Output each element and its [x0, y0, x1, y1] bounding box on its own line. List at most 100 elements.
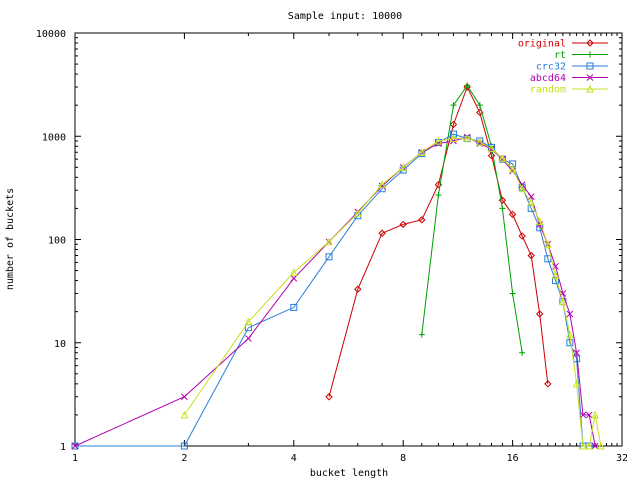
data-point-random — [498, 154, 507, 162]
data-point-abcd64 — [573, 349, 580, 357]
legend-marker-random — [586, 84, 594, 93]
series-original — [325, 83, 552, 401]
data-point-rt — [418, 331, 425, 338]
data-point-original — [354, 285, 362, 293]
data-point-rt — [464, 82, 471, 89]
legend-label-abcd64: abcd64 — [530, 73, 566, 84]
data-point-random — [434, 136, 443, 145]
data-point-original — [399, 220, 407, 229]
data-point-original — [536, 310, 544, 318]
data-point-random — [597, 441, 605, 450]
data-point-random — [566, 330, 574, 339]
data-point-random — [527, 198, 535, 206]
data-point-random — [378, 180, 386, 189]
x-tick-label: 8 — [400, 453, 406, 464]
series-layer — [71, 82, 605, 450]
data-point-abcd64 — [579, 411, 587, 419]
data-point-random — [518, 184, 526, 193]
data-point-abcd64 — [591, 442, 599, 450]
data-point-random — [572, 379, 581, 388]
data-point-random — [591, 410, 599, 419]
data-point-rt — [519, 349, 526, 356]
legend-label-crc32: crc32 — [536, 62, 566, 73]
series-line-random — [183, 137, 602, 447]
data-point-crc32 — [290, 303, 298, 311]
data-point-rt — [435, 191, 442, 198]
data-point-rt — [476, 102, 483, 109]
data-point-crc32 — [449, 130, 457, 138]
series-line-rt — [421, 84, 523, 353]
y-axis: 1 10 100 1000 10000 — [36, 29, 622, 453]
legend-label-random: random — [530, 85, 566, 96]
x-tick-label: 4 — [291, 453, 297, 464]
x-tick-label: 16 — [507, 453, 519, 464]
data-point-crc32 — [418, 150, 426, 158]
data-point-random — [535, 217, 544, 225]
data-point-random — [417, 148, 426, 156]
data-point-abcd64 — [181, 393, 188, 401]
data-point-random — [399, 163, 408, 171]
data-point-crc32 — [325, 253, 333, 261]
data-point-crc32 — [544, 255, 552, 263]
data-point-abcd64 — [290, 275, 298, 282]
data-point-original — [508, 210, 517, 219]
y-tick-label: 100 — [48, 236, 66, 247]
data-point-abcd64 — [585, 411, 593, 419]
legend-marker-crc32 — [586, 62, 594, 70]
data-point-original — [418, 216, 426, 224]
y-tick-label: 10 — [54, 339, 66, 350]
x-tick-label: 2 — [181, 453, 187, 464]
y-tick-label: 10000 — [36, 29, 66, 40]
data-point-crc32 — [180, 442, 188, 450]
data-point-rt — [450, 102, 457, 109]
data-point-random — [325, 237, 333, 246]
y-tick-label: 1000 — [42, 132, 66, 143]
data-point-crc32 — [552, 277, 560, 285]
data-point-abcd64 — [71, 442, 79, 450]
data-point-random — [585, 441, 594, 450]
x-tick-label: 1 — [72, 453, 78, 464]
data-point-random — [487, 144, 496, 153]
data-point-original — [378, 229, 386, 237]
legend-marker-abcd64 — [586, 74, 594, 81]
series-rt — [418, 82, 526, 356]
data-point-original — [518, 232, 526, 240]
data-point-original — [487, 151, 496, 160]
data-point-random — [463, 133, 472, 142]
data-point-original — [527, 251, 535, 260]
data-point-random — [449, 134, 458, 143]
data-point-random — [508, 165, 517, 173]
legend-marker-rt — [587, 51, 593, 58]
data-point-abcd64 — [518, 181, 526, 188]
data-point-rt — [499, 205, 506, 212]
data-point-rt — [509, 290, 516, 297]
data-point-random — [476, 137, 484, 146]
data-point-original — [544, 380, 552, 388]
y-axis-label: number of buckets — [5, 188, 16, 290]
data-point-random — [544, 240, 552, 248]
data-point-crc32 — [71, 442, 79, 450]
data-point-abcd64 — [245, 335, 252, 342]
series-crc32 — [71, 130, 593, 450]
data-point-abcd64 — [566, 310, 574, 318]
data-point-random — [353, 209, 362, 217]
y-tick-label: 1 — [60, 442, 66, 453]
legend-marker-original — [586, 39, 594, 47]
data-point-random — [551, 271, 560, 279]
data-point-random — [289, 268, 298, 276]
data-point-crc32 — [566, 339, 574, 347]
data-point-original — [325, 393, 333, 401]
x-axis-label: bucket length — [310, 468, 388, 479]
data-point-random — [244, 317, 253, 326]
series-line-original — [328, 85, 549, 397]
series-line-abcd64 — [74, 136, 596, 447]
legend-label-original: original — [518, 39, 566, 50]
data-point-random — [180, 410, 189, 419]
data-point-original — [449, 120, 458, 129]
data-point-random — [559, 297, 567, 306]
legend-label-rt: rt — [554, 50, 566, 61]
series-random — [180, 133, 605, 450]
x-tick-label: 32 — [616, 453, 628, 464]
